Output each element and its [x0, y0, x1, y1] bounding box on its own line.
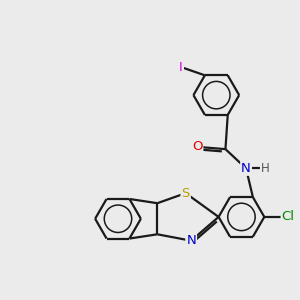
Text: N: N: [186, 234, 196, 247]
Text: O: O: [192, 140, 202, 153]
Text: I: I: [179, 61, 183, 74]
Text: S: S: [182, 187, 190, 200]
Text: Cl: Cl: [282, 210, 295, 224]
Text: H: H: [261, 162, 270, 175]
Text: N: N: [241, 162, 251, 175]
